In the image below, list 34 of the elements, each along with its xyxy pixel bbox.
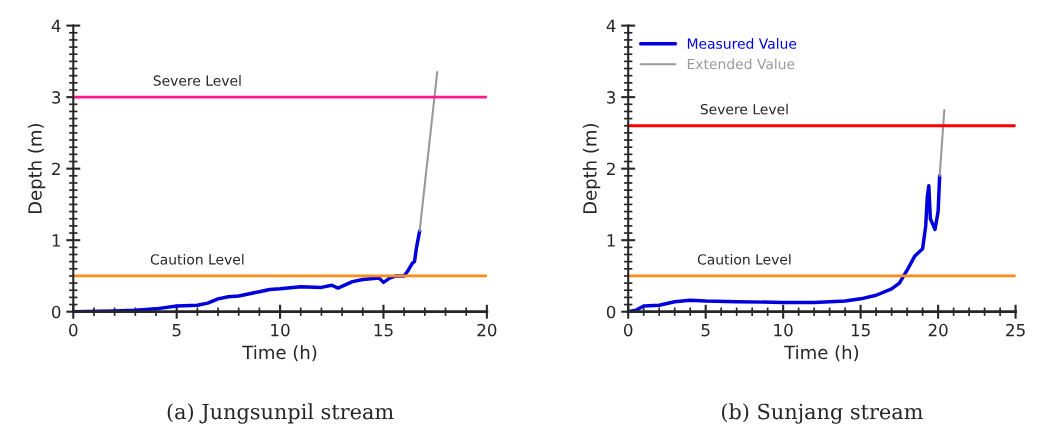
y-axis-title: Depth (m)	[27, 124, 46, 214]
x-tick-label: 15	[374, 324, 393, 337]
legend-label: Extended Value	[687, 58, 795, 70]
ref-line-label: Caution Level	[697, 253, 791, 265]
y-tick-label: 2	[52, 162, 60, 175]
x-tick-label: 20	[928, 323, 948, 337]
text: (a) Jungsunpil stream	[167, 403, 394, 424]
x-tick-label: 10	[774, 323, 793, 337]
x-tick-label: 10	[271, 323, 290, 337]
x-tick-label: 0	[69, 323, 78, 337]
text: (b) Sunjang stream	[721, 403, 923, 424]
x-tick-label: 5	[172, 324, 181, 337]
y-tick-label: 2	[607, 162, 615, 175]
ref-line-label: Severe Level	[153, 75, 241, 86]
x-tick-label: 25	[1006, 323, 1025, 337]
x-tick-label: 0	[624, 323, 633, 337]
x-tick-label: 20	[477, 323, 497, 337]
legend-label: Measured Value	[687, 38, 797, 49]
y-tick-label: 0	[51, 305, 61, 319]
ref-line-label: Severe Level	[700, 103, 788, 115]
y-tick-label: 3	[607, 91, 616, 104]
y-tick-label: 3	[52, 91, 61, 104]
y-tick-label: 4	[51, 19, 61, 32]
y-tick-label: 0	[606, 305, 616, 319]
ref-line-label: Caution Level	[150, 253, 244, 265]
y-tick-label: 4	[606, 19, 616, 32]
x-axis-title: Time (h)	[784, 345, 859, 362]
y-axis-title: Depth (m)	[582, 124, 601, 214]
x-tick-label: 15	[851, 324, 870, 337]
x-tick-label: 5	[701, 324, 710, 337]
y-tick-label: 1	[52, 234, 60, 247]
line-series	[628, 174, 942, 312]
x-axis-title: Time (h)	[242, 345, 317, 362]
y-tick-label: 1	[607, 234, 615, 247]
